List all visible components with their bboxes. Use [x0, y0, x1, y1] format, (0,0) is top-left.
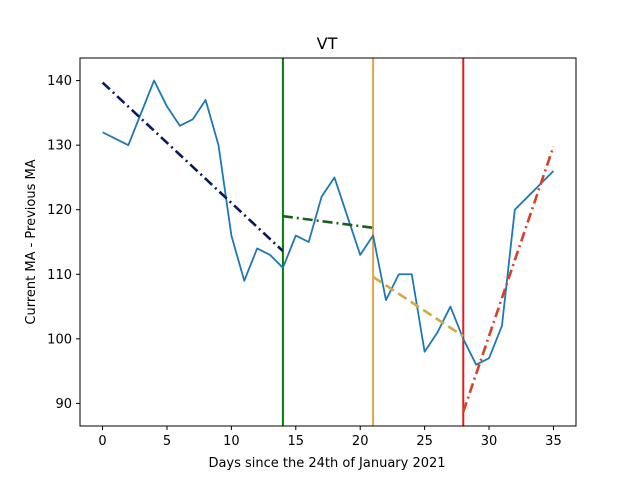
x-tick-label: 25	[416, 434, 433, 449]
y-axis-label: Current MA - Previous MA	[24, 159, 39, 324]
y-tick-label: 130	[47, 139, 72, 154]
trend-line-3	[372, 275, 464, 338]
y-tick-label: 120	[47, 203, 72, 218]
series-line-1	[102, 79, 555, 366]
x-axis-label: Days since the 24th of January 2021	[208, 456, 445, 471]
x-tick-label: 35	[545, 434, 562, 449]
y-tick-label: 110	[47, 268, 72, 283]
plot-area	[79, 57, 577, 427]
y-tick-label: 140	[47, 74, 72, 89]
x-tick-label: 15	[288, 434, 305, 449]
y-tick-label: 100	[47, 332, 72, 347]
trend-line-4	[462, 146, 555, 413]
x-axis-ticks: 0 5 10 15 20 25 30 35	[98, 426, 562, 449]
x-tick-label: 0	[98, 434, 106, 449]
chart-title: VT	[317, 34, 338, 53]
y-tick-label: 90	[55, 397, 72, 412]
axes-frame	[79, 57, 577, 427]
x-tick-label: 5	[163, 434, 171, 449]
x-tick-label: 10	[223, 434, 240, 449]
x-tick-label: 30	[481, 434, 498, 449]
trend-line-1	[101, 81, 284, 252]
x-tick-label: 20	[352, 434, 369, 449]
trend-line-2	[282, 214, 374, 230]
y-axis-ticks: 90 100 110 120 130 140	[47, 74, 80, 412]
